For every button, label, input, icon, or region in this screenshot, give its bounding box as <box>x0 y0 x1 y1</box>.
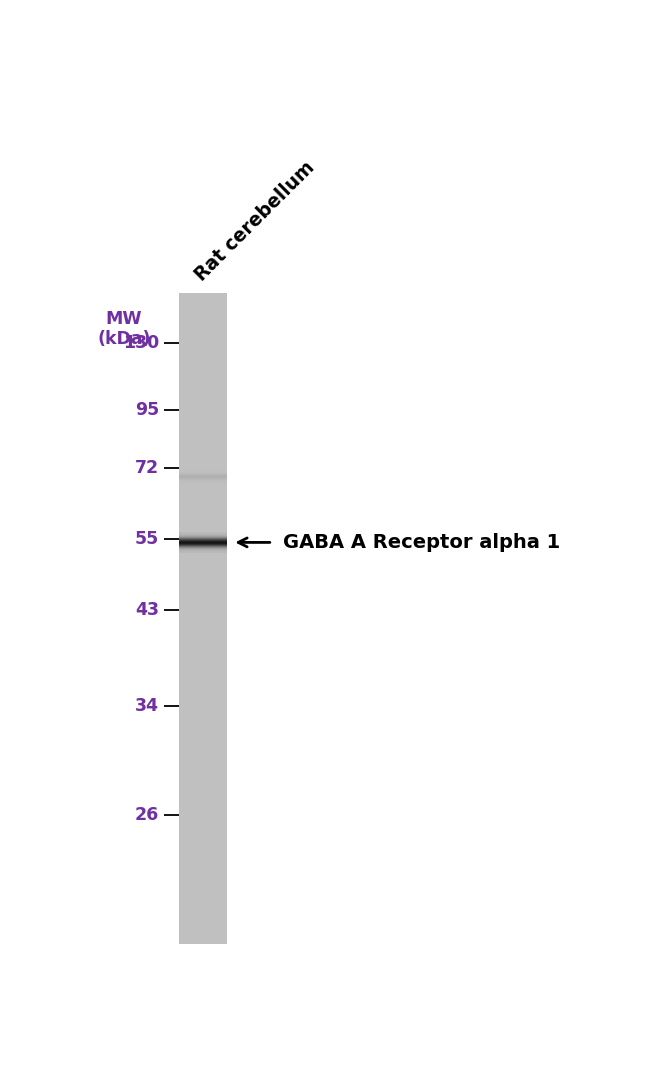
Text: 26: 26 <box>135 805 159 824</box>
Text: 72: 72 <box>135 460 159 477</box>
Text: 43: 43 <box>135 601 159 619</box>
Text: Rat cerebellum: Rat cerebellum <box>191 157 318 284</box>
Text: 95: 95 <box>135 401 159 418</box>
Text: GABA A Receptor alpha 1: GABA A Receptor alpha 1 <box>283 533 560 552</box>
Text: 34: 34 <box>135 697 159 715</box>
Text: 130: 130 <box>123 334 159 352</box>
Text: MW
(kDa): MW (kDa) <box>98 310 151 348</box>
Text: 55: 55 <box>135 530 159 549</box>
Bar <box>179 293 227 944</box>
